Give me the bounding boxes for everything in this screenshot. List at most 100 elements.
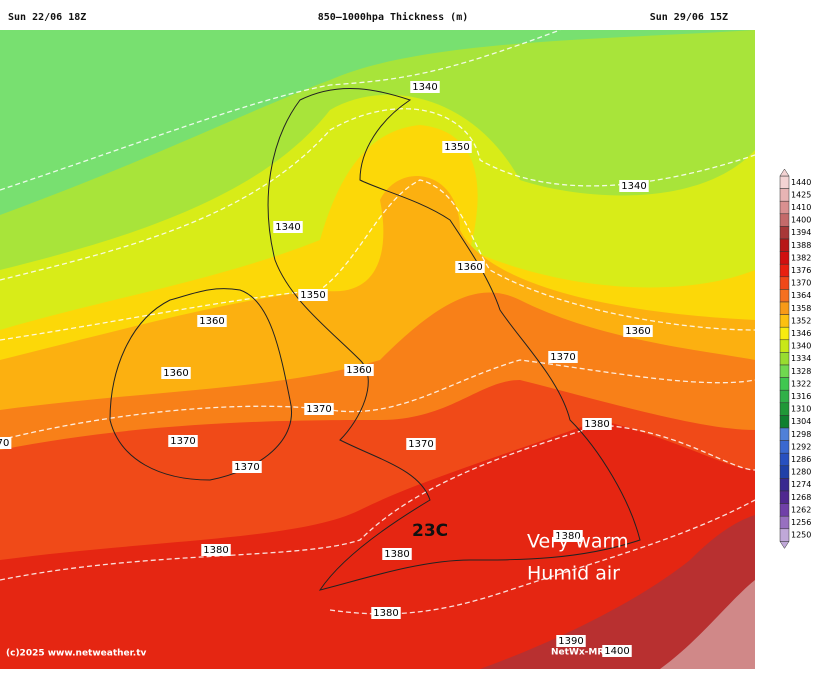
contour-label: 1360 — [346, 365, 371, 376]
legend-label: 1352 — [791, 316, 811, 325]
legend-label: 1340 — [791, 342, 811, 351]
legend-label: 1310 — [791, 405, 811, 414]
legend-arrow — [779, 541, 790, 549]
legend-label: 1262 — [791, 505, 811, 514]
contour-label: 1380 — [555, 531, 580, 542]
legend-label: 1298 — [791, 430, 811, 439]
contour-label-box — [382, 548, 412, 560]
contour-labels: 1340 1350 1340 1340 1360 1350 1360 1360 1370 1360… — [0, 81, 653, 657]
legend-swatch — [779, 402, 790, 416]
contour-label: 1390 — [558, 636, 583, 647]
legend-arrow — [779, 168, 790, 177]
annotation: Humid air — [527, 563, 620, 585]
isoline — [0, 108, 755, 281]
coastline — [267, 88, 641, 591]
legend-label: 1346 — [791, 329, 811, 338]
header-left: Sun 22/06 18Z — [8, 12, 86, 23]
band — [0, 420, 755, 669]
contour-label-box — [197, 315, 227, 327]
header-right: Sun 29/06 15Z — [650, 12, 728, 23]
contour-label-box — [623, 325, 653, 337]
legend-label: 1256 — [791, 518, 811, 527]
contour-label-box — [371, 607, 401, 619]
contour-label: 1340 — [275, 222, 300, 233]
isoline — [0, 179, 755, 341]
legend-swatch — [779, 352, 790, 366]
legend-swatch — [779, 503, 790, 517]
contour-label: 1370 — [170, 436, 195, 447]
legend-label: 1250 — [791, 531, 811, 540]
contour-label: 1350 — [300, 290, 325, 301]
legend-swatch — [779, 415, 790, 429]
legend-label: 1286 — [791, 455, 811, 464]
contour-label: 1370 — [234, 462, 259, 473]
isoline — [0, 424, 755, 581]
contour-label-box — [161, 367, 191, 379]
contour-label-box — [0, 437, 12, 449]
legend-label: 1304 — [791, 417, 811, 426]
isoline — [0, 30, 561, 191]
contour-label-box — [619, 180, 649, 192]
legend-label: 1322 — [791, 379, 811, 388]
legend-label: 1334 — [791, 354, 811, 363]
contour-label-box — [168, 435, 198, 447]
contour-label-box — [406, 438, 436, 450]
legend-label: 1292 — [791, 442, 811, 451]
legend-label: 1316 — [791, 392, 811, 401]
contour-label: 1370 — [306, 404, 331, 415]
contour-label: 1380 — [584, 419, 609, 430]
legend-swatch — [779, 238, 790, 252]
legend-swatch — [779, 490, 790, 504]
legend-label: 1268 — [791, 493, 811, 502]
contour-label: 1340 — [621, 181, 646, 192]
temperature-annotation: 23C — [412, 521, 448, 541]
contour-label: 1360 — [457, 262, 482, 273]
legend-swatch — [779, 314, 790, 328]
legend-label: 1400 — [791, 216, 811, 225]
contour-label: 1380 — [373, 608, 398, 619]
contour-label: 1350 — [444, 142, 469, 153]
contour-label-box — [455, 261, 485, 273]
copyright: (c)2025 www.netweather.tv — [6, 649, 147, 659]
contour-label: 1370 — [550, 352, 575, 363]
legend-swatch — [779, 339, 790, 353]
legend-swatch — [779, 213, 790, 227]
contour-label: 1340 — [412, 82, 437, 93]
contour-label-box — [410, 81, 440, 93]
legend-swatch — [779, 251, 790, 265]
legend-label: 1410 — [791, 203, 811, 212]
legend-label: 1358 — [791, 304, 811, 313]
contour-label: 1360 — [625, 326, 650, 337]
legend: 1440 1425 1410 1400 1394 1388 1382 1376 1370 1364… — [779, 168, 811, 549]
contour-label: 1400 — [604, 646, 629, 657]
model-name: NetWx-MR — [551, 648, 604, 658]
legend-swatch — [779, 465, 790, 479]
header-title: 850–1000hpa Thickness (m) — [318, 11, 469, 23]
contour-label-box — [344, 364, 374, 376]
legend-swatch — [779, 389, 790, 404]
legend-swatch — [779, 188, 790, 202]
legend-swatch — [779, 377, 790, 391]
legend-label: 1370 — [791, 279, 811, 288]
contour-label-box — [232, 461, 262, 473]
contour-label-box — [548, 351, 578, 363]
contour-label-box — [304, 403, 334, 415]
contour-label-box — [298, 289, 328, 301]
legend-swatch — [779, 528, 790, 542]
contour-label: 1360 — [163, 368, 188, 379]
legend-label: 1394 — [791, 228, 811, 237]
legend-swatch — [779, 263, 790, 278]
contour-label: 1380 — [203, 545, 228, 556]
contour-label: 1380 — [384, 549, 409, 560]
legend-swatch — [779, 301, 790, 315]
legend-swatch — [779, 226, 790, 240]
contour-label: 1360 — [199, 316, 224, 327]
legend-label: 1328 — [791, 367, 811, 376]
contour-label: 70 — [0, 438, 9, 449]
legend-swatch — [779, 440, 790, 454]
contour-label-box — [442, 141, 472, 153]
legend-swatch — [779, 289, 790, 303]
legend-swatch — [779, 200, 790, 215]
contour-label-box — [273, 221, 303, 233]
contour-label-box — [201, 544, 231, 556]
